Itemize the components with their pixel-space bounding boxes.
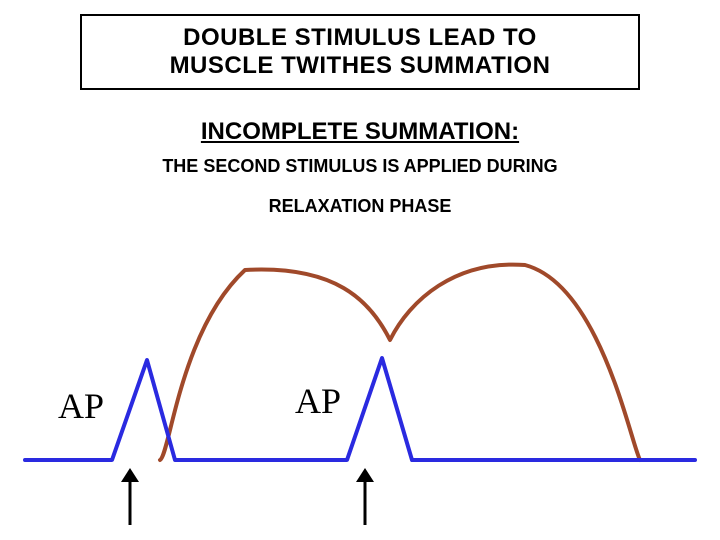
- ap-trace: [25, 358, 695, 460]
- stimulus-arrow-head-1: [121, 468, 139, 482]
- summation-chart: [0, 0, 720, 540]
- stimulus-arrow-head-2: [356, 468, 374, 482]
- tension-curve: [160, 265, 640, 460]
